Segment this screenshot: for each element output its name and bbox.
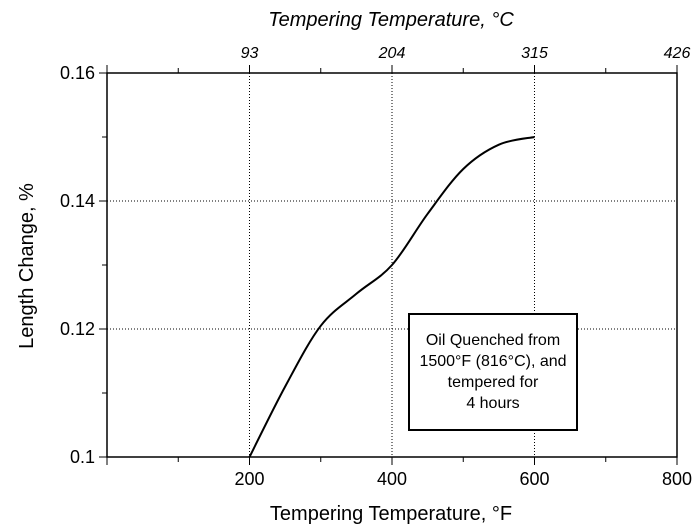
annotation-line: Oil Quenched from xyxy=(425,332,561,349)
labels-layer: Tempering Temperature, °F Tempering Temp… xyxy=(16,9,692,525)
x2-tick-label: 93 xyxy=(241,45,259,62)
x-tick-label: 200 xyxy=(234,469,264,489)
y-tick-label: 0.16 xyxy=(60,63,95,83)
x2-axis-label: Tempering Temperature, °C xyxy=(268,9,514,31)
x-tick-label: 400 xyxy=(377,469,407,489)
annotation-line: 1500°F (816°C), and xyxy=(419,353,567,370)
x2-tick-label: 315 xyxy=(521,45,548,62)
y-tick-label: 0.1 xyxy=(70,447,95,467)
x2-tick-label: 204 xyxy=(378,45,406,62)
annotation-box: Oil Quenched from 1500°F (816°C), and te… xyxy=(408,313,578,431)
x-tick-label: 600 xyxy=(519,469,549,489)
series-layer xyxy=(248,136,535,458)
x-axis-label: Tempering Temperature, °F xyxy=(270,503,512,525)
y-tick-label: 0.12 xyxy=(60,319,95,339)
axes-layer xyxy=(99,65,678,465)
y-tick-label: 0.14 xyxy=(60,191,95,211)
y-axis-label: Length Change, % xyxy=(16,183,38,349)
x-tick-label: 800 xyxy=(662,469,692,489)
x2-tick-label: 426 xyxy=(664,45,691,62)
series-line xyxy=(248,136,535,458)
annotation-line: 4 hours xyxy=(466,395,520,412)
annotation-line: tempered for xyxy=(447,374,539,391)
